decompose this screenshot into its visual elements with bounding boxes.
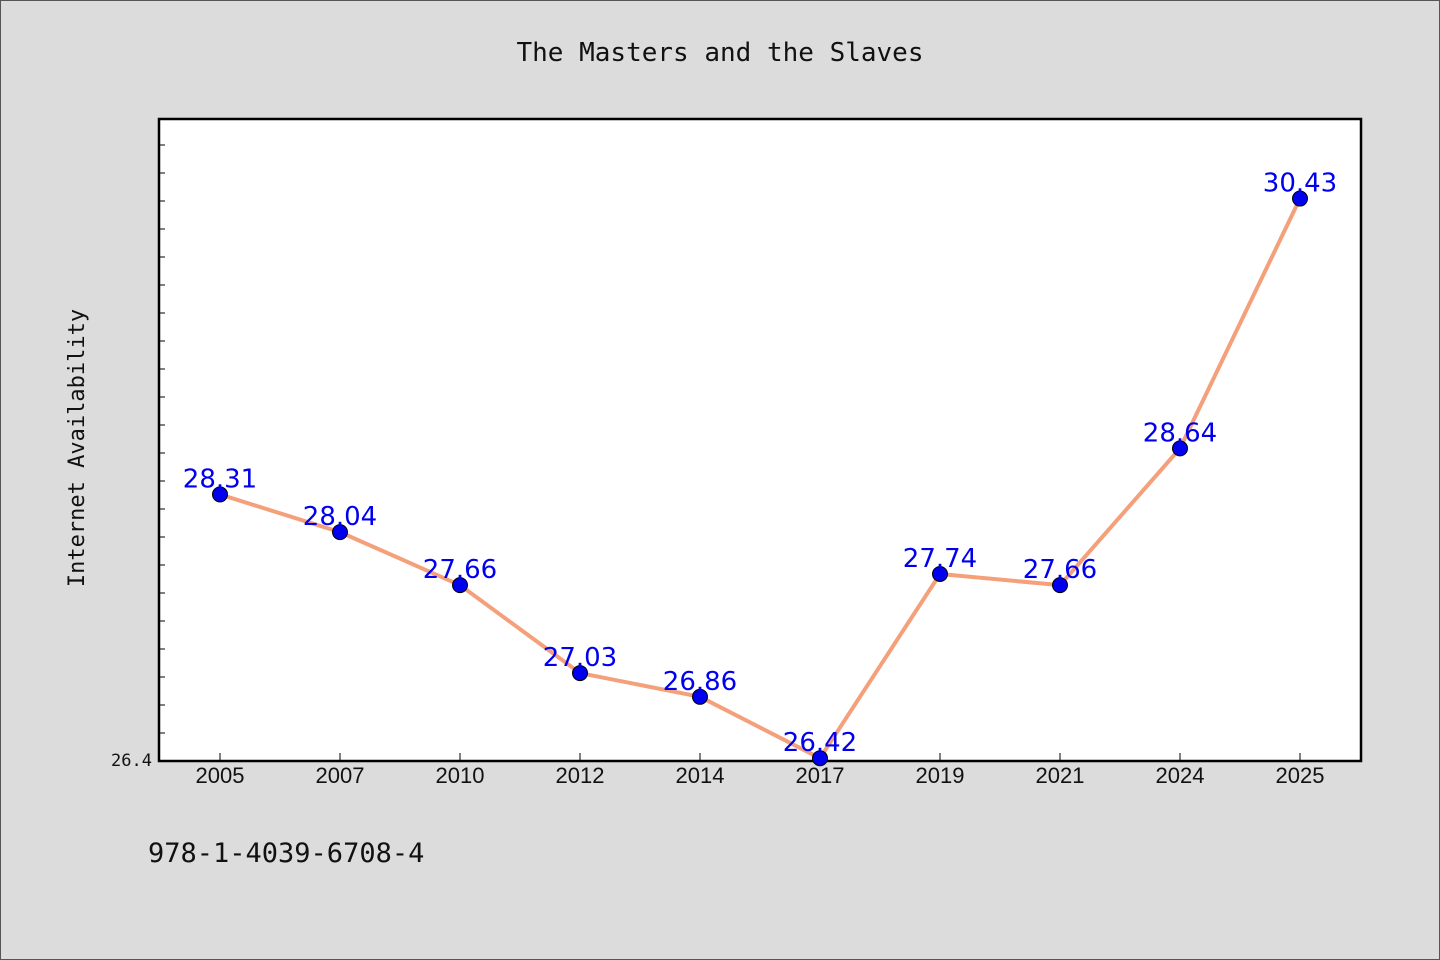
data-point <box>1292 190 1308 207</box>
y-minor-ticks <box>159 144 165 734</box>
data-point <box>932 565 948 582</box>
x-tick-label: 2012 <box>556 763 605 788</box>
data-label: 28.64 <box>1143 418 1217 448</box>
chart-title: The Masters and the Slaves <box>517 38 924 68</box>
data-label: 26.42 <box>783 728 857 758</box>
data-point <box>812 750 828 767</box>
x-tick-label: 2005 <box>196 763 245 788</box>
data-point <box>572 665 588 682</box>
data-points <box>212 190 1308 767</box>
y-tick-label: 26.4 <box>111 751 152 771</box>
x-tick-label: 2025 <box>1276 763 1325 788</box>
y-axis-label: Internet Availability <box>65 309 90 587</box>
plot-area <box>157 117 1363 763</box>
data-label: 27.74 <box>903 544 977 574</box>
series-line <box>219 197 1302 761</box>
data-point <box>332 524 348 541</box>
data-point <box>212 486 228 503</box>
data-label: 27.66 <box>423 555 497 585</box>
x-tick-label: 2019 <box>916 763 965 788</box>
footer-note: 978-1-4039-6708-4 <box>148 838 424 869</box>
x-tick-label: 2017 <box>796 763 845 788</box>
data-point <box>1052 577 1068 594</box>
data-label: 26.86 <box>663 667 737 697</box>
x-tick-label: 2010 <box>436 763 485 788</box>
x-tick-label: 2014 <box>676 763 725 788</box>
data-point <box>452 577 468 594</box>
data-point <box>1172 440 1188 457</box>
x-tick-label: 2024 <box>1156 763 1205 788</box>
data-labels: 28.31 28.04 27.66 27.03 26.86 26.42 27.74 27.66… <box>183 169 1337 759</box>
data-label: 27.66 <box>1023 555 1097 585</box>
data-label: 28.04 <box>303 502 377 532</box>
data-point <box>692 688 708 705</box>
data-label: 28.31 <box>183 464 257 494</box>
data-label: 27.03 <box>543 643 617 673</box>
data-label: 30.43 <box>1263 169 1337 199</box>
x-tick-labels: 2005 2007 2010 2012 2014 2017 2019 2021 2024 2025 <box>196 763 1325 788</box>
x-tick-label: 2021 <box>1036 763 1085 788</box>
x-tick-label: 2007 <box>316 763 365 788</box>
